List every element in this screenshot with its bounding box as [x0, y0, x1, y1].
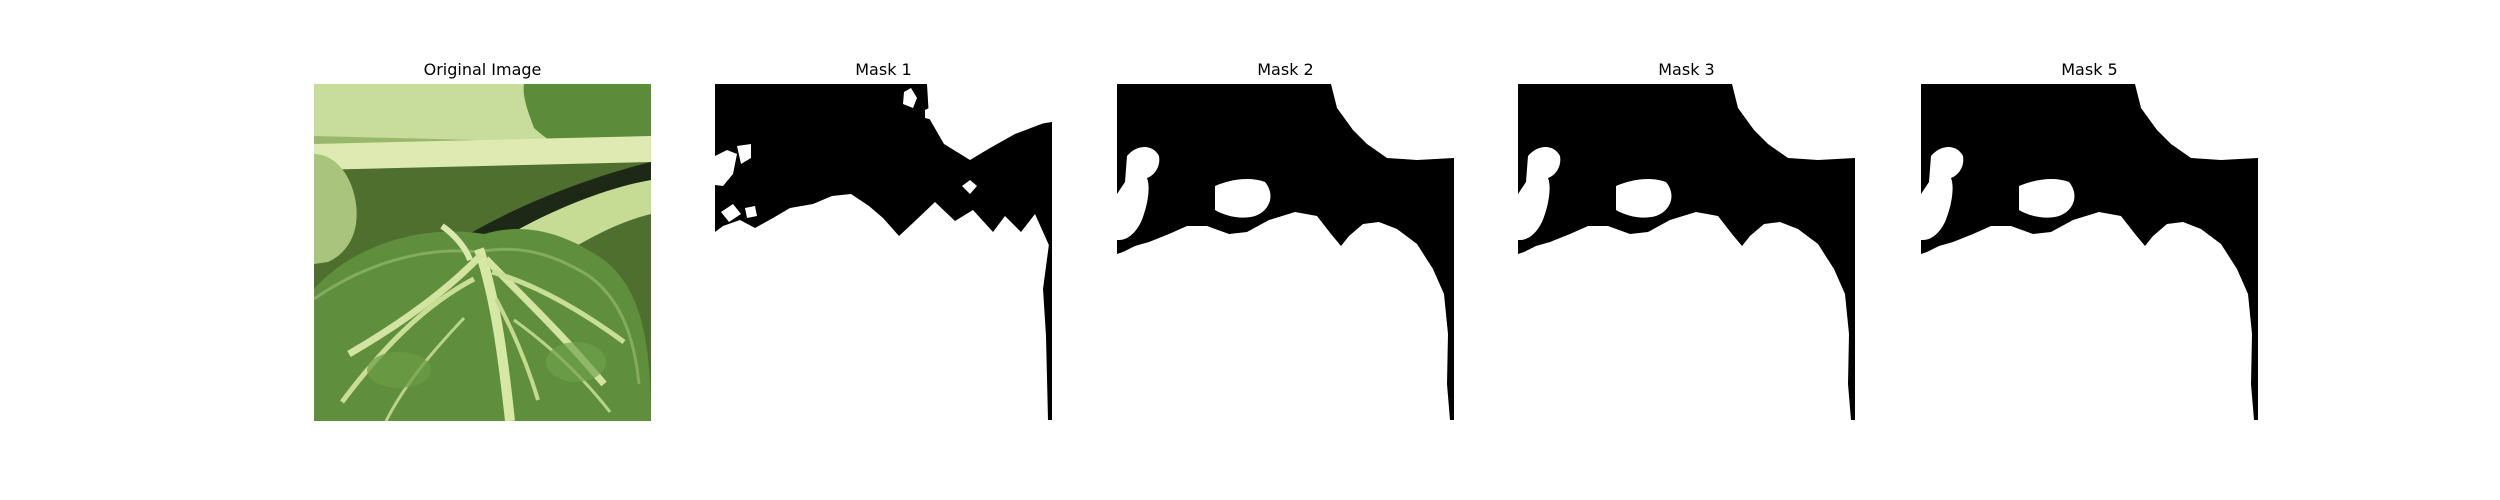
mask-3-shape [1518, 84, 1855, 421]
leaf-photo [314, 84, 651, 421]
mask-1-panel: Mask 1 [715, 60, 1052, 422]
panel-title: Mask 1 [855, 60, 912, 79]
mask-5-panel: Mask 5 [1921, 60, 2258, 422]
mask-2-shape [1117, 84, 1454, 421]
mask-1-shape [715, 84, 1052, 421]
panel-title: Mask 5 [2061, 60, 2118, 79]
mask-5-image [1921, 84, 2258, 421]
panel-title: Mask 3 [1658, 60, 1715, 79]
mask-1-image [715, 84, 1052, 421]
mask-3-image [1518, 84, 1855, 421]
mask-5-shape [1921, 84, 2258, 421]
panel-title: Mask 2 [1257, 60, 1314, 79]
original-image-panel: Original Image [314, 60, 651, 422]
mask-2-panel: Mask 2 [1117, 60, 1454, 422]
original-image [314, 84, 651, 421]
mask-2-image [1117, 84, 1454, 421]
mask-3-panel: Mask 3 [1518, 60, 1855, 422]
panel-title: Original Image [423, 60, 542, 79]
